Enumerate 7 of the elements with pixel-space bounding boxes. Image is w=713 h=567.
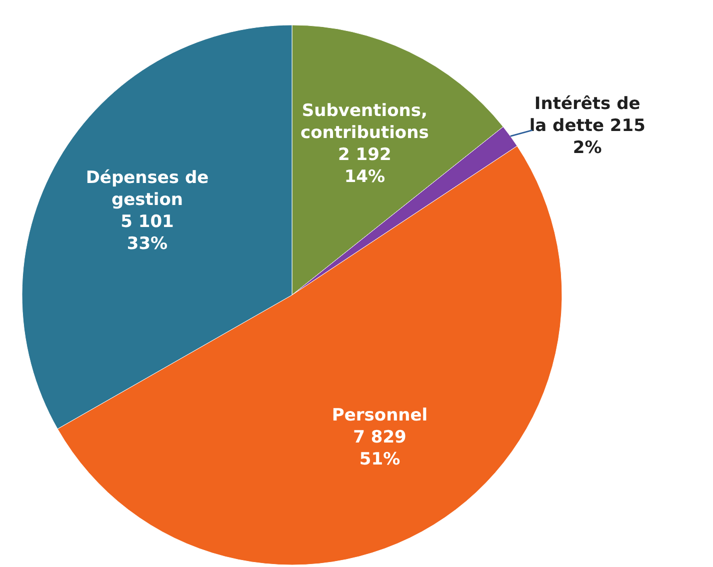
slice-label: Intérêts de la dette 215 2% — [529, 94, 646, 158]
data-label: 7 829 51% — [353, 428, 406, 470]
data-label: 2 192 14% — [338, 145, 392, 188]
data-label: 5 101 33% — [120, 212, 174, 254]
slice-label: Personnel — [332, 406, 428, 426]
slice-label: Subventions, contributions — [300, 101, 429, 144]
slice-label: Dépenses de gestion — [86, 168, 209, 210]
